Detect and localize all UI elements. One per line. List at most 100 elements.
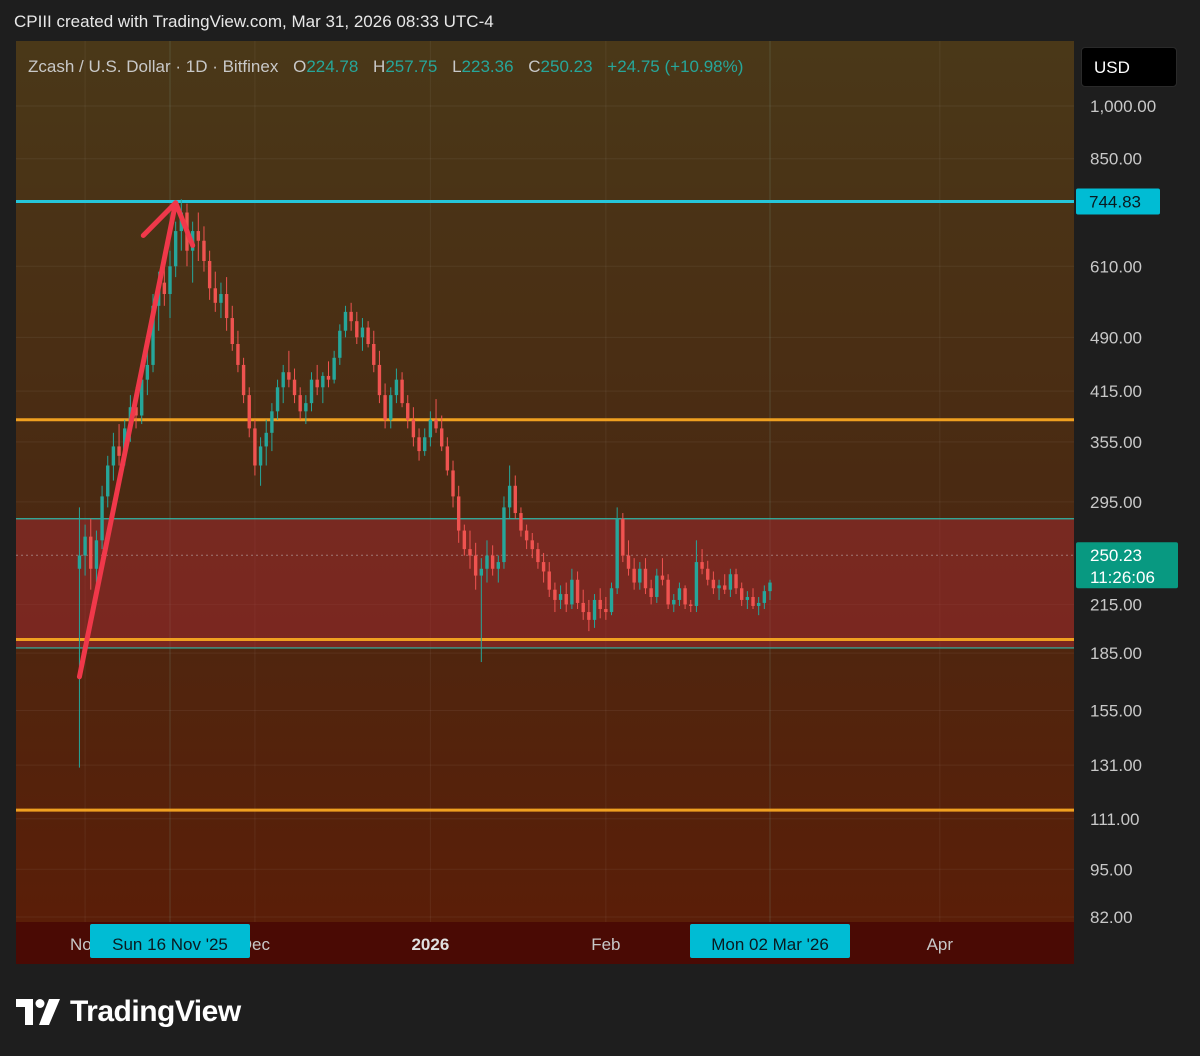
candle bbox=[507, 465, 512, 519]
candle bbox=[689, 599, 693, 613]
price-tick-label: 155.00 bbox=[1090, 702, 1142, 721]
candle bbox=[83, 524, 87, 576]
candle bbox=[94, 530, 99, 583]
candle-body bbox=[202, 240, 206, 262]
candle bbox=[287, 350, 291, 388]
candle-body bbox=[479, 568, 484, 576]
candle-body bbox=[451, 470, 455, 497]
candle bbox=[768, 579, 772, 600]
candle bbox=[728, 568, 733, 597]
annotation-arrow-shaft bbox=[76, 200, 179, 680]
candle-body bbox=[377, 364, 382, 396]
range-zone-layer bbox=[16, 518, 1074, 648]
price-tick-label: 111.00 bbox=[1090, 810, 1139, 829]
candle-body bbox=[683, 588, 687, 605]
candle bbox=[394, 368, 399, 404]
candle-body bbox=[298, 395, 302, 412]
resistance-price-label: 744.83 bbox=[1089, 193, 1141, 212]
candle bbox=[615, 507, 619, 595]
candle bbox=[326, 361, 331, 388]
candle-body bbox=[315, 379, 319, 388]
price-tick-label: 131.00 bbox=[1090, 756, 1142, 775]
tradingview-logo[interactable]: TradingView bbox=[16, 992, 241, 1032]
candle-body bbox=[258, 446, 263, 466]
candle bbox=[745, 591, 750, 609]
candle-body bbox=[140, 379, 144, 416]
candle bbox=[621, 513, 625, 563]
candle-body bbox=[728, 574, 733, 590]
price-tick-label: 850.00 bbox=[1090, 150, 1142, 169]
candle bbox=[468, 530, 472, 569]
candle bbox=[490, 545, 495, 576]
candle-body bbox=[247, 395, 251, 429]
candle-body bbox=[406, 403, 410, 420]
bar-countdown-label: 11:26:06 bbox=[1090, 568, 1155, 587]
candle bbox=[400, 372, 404, 408]
candle-body bbox=[343, 311, 348, 331]
candle bbox=[587, 599, 591, 632]
candle-body bbox=[655, 575, 659, 597]
candle-body bbox=[462, 530, 467, 550]
candle-body bbox=[672, 599, 676, 605]
candle-body bbox=[304, 403, 308, 412]
crosshair-date-badge bbox=[690, 924, 850, 958]
candle bbox=[700, 549, 704, 575]
candle bbox=[558, 585, 563, 609]
candle bbox=[383, 383, 387, 429]
candle-body bbox=[570, 579, 574, 605]
horizontal-lines-layer bbox=[16, 200, 1074, 812]
candle bbox=[247, 387, 251, 438]
low-value: 223.36 bbox=[462, 57, 514, 76]
chart-plot-area[interactable] bbox=[16, 41, 1074, 922]
candle-body bbox=[745, 596, 750, 600]
candle-body bbox=[507, 485, 512, 508]
candle bbox=[111, 432, 116, 481]
candle-body bbox=[117, 446, 121, 456]
candle bbox=[145, 350, 150, 396]
candle-body bbox=[547, 571, 551, 590]
candle-body bbox=[524, 530, 529, 541]
candle bbox=[281, 364, 285, 404]
candle-body bbox=[734, 574, 738, 589]
candle-body bbox=[270, 411, 274, 433]
last-price-badge bbox=[1076, 542, 1178, 589]
candle-body bbox=[558, 594, 563, 600]
candle bbox=[230, 305, 234, 351]
candle-body bbox=[756, 602, 761, 606]
candle-body bbox=[389, 395, 393, 420]
candle-body bbox=[445, 446, 450, 471]
candle-body bbox=[77, 555, 82, 569]
candle bbox=[264, 419, 268, 466]
candle bbox=[173, 221, 178, 278]
candle-body bbox=[456, 496, 461, 531]
annotation-arrow-head bbox=[140, 200, 196, 248]
candle-body bbox=[649, 588, 653, 597]
candle bbox=[168, 250, 172, 319]
candle bbox=[530, 532, 534, 559]
candle-body bbox=[213, 288, 217, 303]
candle bbox=[270, 403, 274, 452]
candle-body bbox=[207, 261, 212, 289]
candle-body bbox=[536, 549, 540, 563]
candle bbox=[377, 350, 382, 404]
currency-selector[interactable]: USD bbox=[1081, 47, 1177, 87]
candle bbox=[106, 455, 110, 508]
candle-body bbox=[241, 364, 246, 396]
price-tick-label: 215.00 bbox=[1090, 595, 1142, 614]
candle bbox=[564, 582, 568, 613]
candle bbox=[649, 579, 653, 605]
resistance-price-badge bbox=[1076, 188, 1160, 215]
candle-body bbox=[541, 562, 546, 572]
price-axis: 1,000.00 850.00 610.00 490.00 415.00 355.00 29… bbox=[1076, 97, 1178, 927]
candle-body bbox=[553, 589, 557, 600]
candle bbox=[581, 589, 585, 620]
candle bbox=[711, 571, 716, 595]
candle-body bbox=[604, 608, 608, 613]
candle bbox=[485, 540, 489, 583]
chart-attribution-header: CPIII created with TradingView.com, Mar … bbox=[14, 12, 494, 31]
price-tick-label: 82.00 bbox=[1090, 908, 1133, 927]
candle-body bbox=[689, 604, 693, 606]
candle-body bbox=[292, 379, 297, 396]
